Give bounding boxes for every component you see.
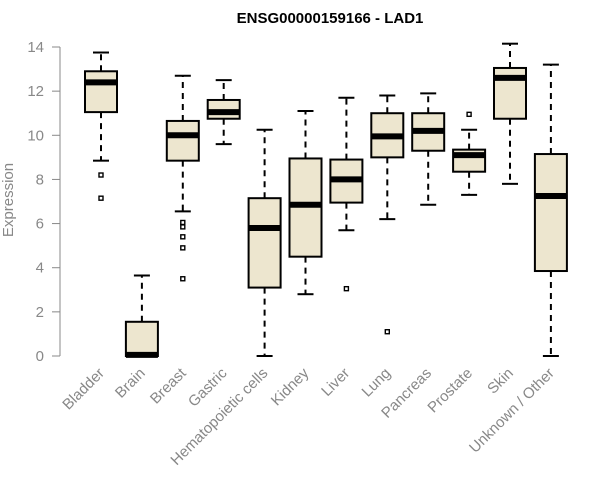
outlier-point <box>180 219 186 226</box>
y-tick-label: 0 <box>36 348 44 365</box>
outlier-point <box>384 329 390 335</box>
x-tick-label: Prostate <box>424 365 476 417</box>
box-unknown-other <box>533 63 568 357</box>
iqr-box <box>247 197 282 289</box>
boxes-group <box>84 42 568 358</box>
y-tick-label: 10 <box>27 127 44 144</box>
outlier-point <box>98 172 104 178</box>
y-axis-ticks: 0 2 4 6 8 10 12 14 <box>27 39 60 365</box>
box-hematopoietic-cells <box>247 128 282 357</box>
iqr-box <box>124 320 159 357</box>
box-skin <box>493 42 527 185</box>
outlier-point <box>180 234 186 240</box>
x-tick-label: Lung <box>359 365 395 401</box>
y-tick-label: 2 <box>36 304 44 321</box>
box-bladder <box>84 51 118 201</box>
y-tick-label: 6 <box>36 216 44 233</box>
chart-title: ENSG00000159166 - LAD1 <box>237 10 424 27</box>
x-tick-label: Kidney <box>268 364 313 409</box>
iqr-box <box>84 70 118 114</box>
x-tick-label: Liver <box>318 365 353 400</box>
box-gastric <box>206 79 241 146</box>
y-tick-label: 12 <box>27 83 44 100</box>
x-tick-label: Skin <box>484 365 517 398</box>
box-liver <box>329 96 364 292</box>
box-brain <box>124 274 159 358</box>
outlier-point <box>98 195 104 201</box>
y-tick-label: 14 <box>27 39 44 56</box>
box-kidney <box>288 110 323 296</box>
outlier-point <box>180 245 186 251</box>
box-lung <box>370 94 405 335</box>
outlier-point <box>466 111 472 118</box>
box-breast <box>165 74 200 282</box>
outlier-point <box>343 285 350 292</box>
y-axis-label: Expression <box>0 163 17 237</box>
box-pancreas <box>411 92 446 206</box>
x-tick-label: Breast <box>147 364 190 407</box>
y-tick-label: 8 <box>36 171 44 188</box>
outlier-point <box>180 224 186 230</box>
x-tick-label: Brain <box>112 365 149 402</box>
iqr-box <box>533 153 568 273</box>
iqr-box <box>165 119 200 162</box>
box-prostate <box>452 111 487 196</box>
outlier-point <box>180 276 186 282</box>
y-tick-label: 4 <box>36 260 44 277</box>
x-tick-label: Bladder <box>59 365 108 414</box>
